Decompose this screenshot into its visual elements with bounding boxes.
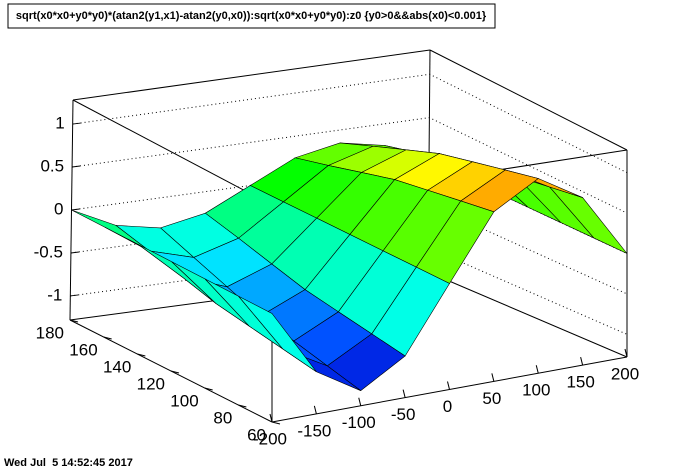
x-tick <box>580 357 584 366</box>
date-label: Wed Jul 5 14:52:45 2017 <box>4 457 133 469</box>
x-tick <box>624 348 628 358</box>
x-tick-label: 0 <box>443 397 452 416</box>
x-tick <box>313 405 317 414</box>
z-tick <box>70 251 79 254</box>
title-box <box>7 3 496 29</box>
surface-cell <box>238 295 317 372</box>
y-tick-label: 60 <box>247 425 266 444</box>
z-tick <box>70 294 79 297</box>
z-tick-label: 0.5 <box>40 157 64 176</box>
chart-title: sqrt(x0*x0+y0*y0)*(atan2(y1,x1)-atan2(y0… <box>16 10 487 22</box>
x-tick <box>402 389 406 398</box>
z-tick-label: -0.5 <box>34 242 63 261</box>
box-edge <box>72 99 273 206</box>
y-tick-label: 180 <box>36 323 64 342</box>
x-tick-label: -150 <box>297 421 331 440</box>
y-tick <box>137 353 146 357</box>
z-tick-label: 0 <box>54 199 63 218</box>
y-tick-label: 80 <box>213 408 232 427</box>
y-tick-label: 140 <box>103 357 131 376</box>
x-tick-label: 200 <box>611 364 639 383</box>
y-tick <box>170 370 180 374</box>
x-tick-label: -100 <box>342 413 376 432</box>
y-tick <box>103 336 112 340</box>
x-tick-label: 150 <box>566 373 594 392</box>
x-tick-label: -200 <box>253 429 287 448</box>
x-tick <box>535 365 539 374</box>
x-tick <box>447 381 450 390</box>
x-tick <box>491 373 495 382</box>
x-tick <box>269 413 273 423</box>
box-edge <box>429 49 628 151</box>
z-tick <box>72 122 81 125</box>
y-tick <box>204 387 213 391</box>
y-tick <box>238 404 247 408</box>
z-tick <box>71 208 80 211</box>
z-tick <box>72 165 81 168</box>
z-tick-label: 1 <box>55 114 64 133</box>
z-tick-label: -1 <box>47 285 62 304</box>
y-tick-label: 120 <box>137 374 165 393</box>
y-tick <box>69 319 79 323</box>
box-edge <box>427 271 628 358</box>
x-tick-label: 50 <box>482 389 501 408</box>
y-tick <box>271 421 281 425</box>
x-tick-label: 100 <box>522 381 550 400</box>
x-tick <box>358 397 362 406</box>
y-tick-label: 160 <box>69 340 97 359</box>
y-tick-label: 100 <box>170 391 198 410</box>
x-tick-label: -50 <box>391 405 416 424</box>
box-edge <box>72 49 431 101</box>
